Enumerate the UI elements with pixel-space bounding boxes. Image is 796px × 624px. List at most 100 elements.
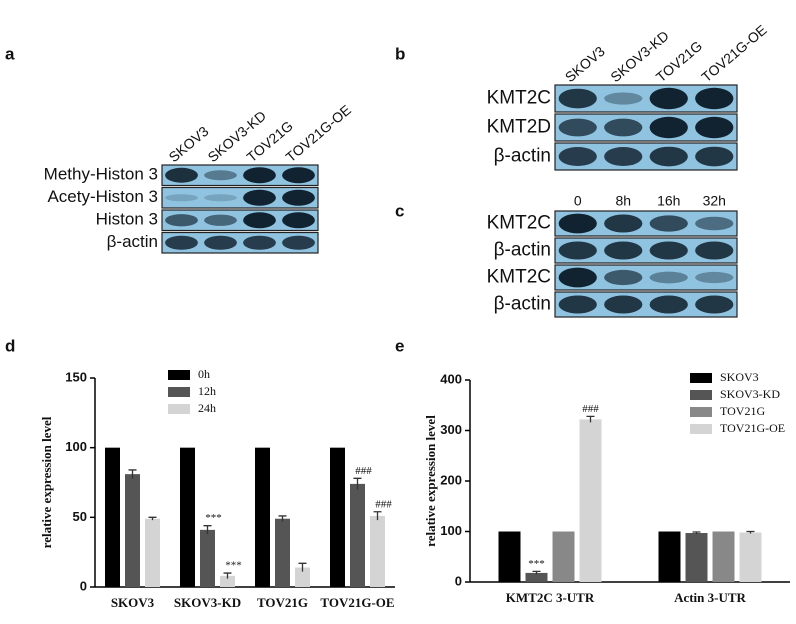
x-tick-label: TOV21G bbox=[257, 595, 308, 610]
lane-label: SKOV3 bbox=[562, 43, 608, 85]
y-axis-label: relative expression level bbox=[423, 415, 438, 547]
legend-label: SKOV3 bbox=[720, 370, 759, 384]
legend-swatch bbox=[690, 424, 712, 434]
band bbox=[695, 241, 734, 260]
panel-letter: c bbox=[395, 201, 404, 220]
significance: ### bbox=[355, 465, 372, 477]
band bbox=[604, 269, 643, 286]
band bbox=[165, 194, 198, 202]
error-bar bbox=[278, 515, 287, 522]
error-bar bbox=[223, 572, 232, 579]
bar bbox=[105, 447, 120, 587]
band bbox=[604, 295, 643, 314]
band bbox=[204, 194, 237, 202]
bar bbox=[712, 531, 735, 582]
band bbox=[243, 167, 276, 184]
band bbox=[649, 146, 688, 167]
bar bbox=[350, 483, 365, 587]
significance: *** bbox=[528, 558, 545, 570]
x-tick-label: SKOV3-KD bbox=[174, 595, 241, 610]
y-tick-label: 100 bbox=[440, 523, 462, 538]
band bbox=[282, 189, 315, 206]
significance: ### bbox=[582, 403, 599, 415]
error-bar bbox=[692, 531, 701, 535]
y-tick-label: 400 bbox=[440, 371, 462, 386]
band bbox=[695, 87, 734, 110]
band bbox=[165, 235, 198, 250]
blot-strip bbox=[161, 164, 319, 187]
band bbox=[165, 167, 198, 183]
lane-label: TOV21G-OE bbox=[698, 22, 769, 86]
row-label: β-actin bbox=[107, 232, 158, 251]
x-tick-label: SKOV3 bbox=[111, 595, 155, 610]
band bbox=[243, 235, 276, 250]
x-tick-label: Actin 3-UTR bbox=[674, 590, 746, 605]
legend-label: 12h bbox=[198, 384, 216, 398]
significance: ### bbox=[375, 498, 392, 510]
band bbox=[695, 146, 734, 167]
x-tick-label: KMT2C 3-UTR bbox=[506, 590, 595, 605]
band bbox=[604, 241, 643, 260]
band bbox=[243, 212, 276, 229]
y-tick-label: 0 bbox=[80, 578, 87, 593]
band bbox=[204, 235, 237, 250]
band bbox=[604, 92, 643, 105]
band bbox=[604, 214, 643, 233]
row-label: β-actin bbox=[494, 240, 551, 261]
band bbox=[604, 118, 643, 137]
bar bbox=[295, 567, 310, 587]
row-label: KMT2C bbox=[487, 213, 551, 234]
band bbox=[282, 167, 315, 184]
error-bar bbox=[586, 415, 595, 423]
lane-label: SKOV3 bbox=[166, 123, 212, 165]
blot-strip bbox=[161, 209, 319, 232]
band bbox=[558, 147, 597, 166]
row-label: Methy-Histon 3 bbox=[44, 165, 158, 184]
band bbox=[649, 295, 688, 314]
band bbox=[695, 116, 734, 139]
bar bbox=[180, 447, 195, 587]
error-bar bbox=[298, 562, 307, 572]
significance: *** bbox=[225, 560, 242, 572]
error-bar bbox=[746, 530, 755, 534]
row-label: KMT2D bbox=[487, 117, 551, 138]
band bbox=[558, 213, 597, 234]
bar bbox=[498, 531, 521, 582]
bar bbox=[579, 419, 602, 582]
y-tick-label: 100 bbox=[65, 439, 87, 454]
error-bar bbox=[148, 516, 157, 521]
significance: *** bbox=[205, 512, 222, 524]
blot-strip bbox=[161, 186, 319, 209]
x-tick-label: TOV21G-OE bbox=[320, 595, 394, 610]
lane-label: TOV21G-OE bbox=[283, 102, 354, 166]
band bbox=[558, 267, 597, 288]
band bbox=[604, 147, 643, 166]
y-axis-label: relative expression level bbox=[39, 416, 54, 548]
band bbox=[695, 216, 734, 231]
band bbox=[558, 241, 597, 260]
row-label: Acety-Histon 3 bbox=[47, 187, 158, 206]
legend-swatch bbox=[168, 370, 190, 380]
row-label: β-actin bbox=[494, 294, 551, 315]
row-label: KMT2C bbox=[487, 88, 551, 109]
legend-label: SKOV3-KD bbox=[720, 387, 780, 401]
legend-swatch bbox=[168, 387, 190, 397]
bar bbox=[125, 474, 140, 587]
error-bar bbox=[373, 511, 382, 521]
band bbox=[649, 271, 688, 284]
band bbox=[282, 235, 315, 250]
y-tick-label: 150 bbox=[65, 369, 87, 384]
error-bar bbox=[353, 477, 362, 490]
legend-swatch bbox=[690, 390, 712, 400]
bar bbox=[739, 532, 762, 582]
y-tick-label: 300 bbox=[440, 422, 462, 437]
bar bbox=[145, 518, 160, 587]
bar bbox=[330, 447, 345, 587]
band bbox=[165, 214, 198, 227]
legend-swatch bbox=[690, 373, 712, 383]
legend-swatch bbox=[168, 404, 190, 414]
legend-label: 24h bbox=[198, 401, 216, 415]
row-label: Histon 3 bbox=[96, 210, 158, 229]
band bbox=[558, 88, 597, 109]
